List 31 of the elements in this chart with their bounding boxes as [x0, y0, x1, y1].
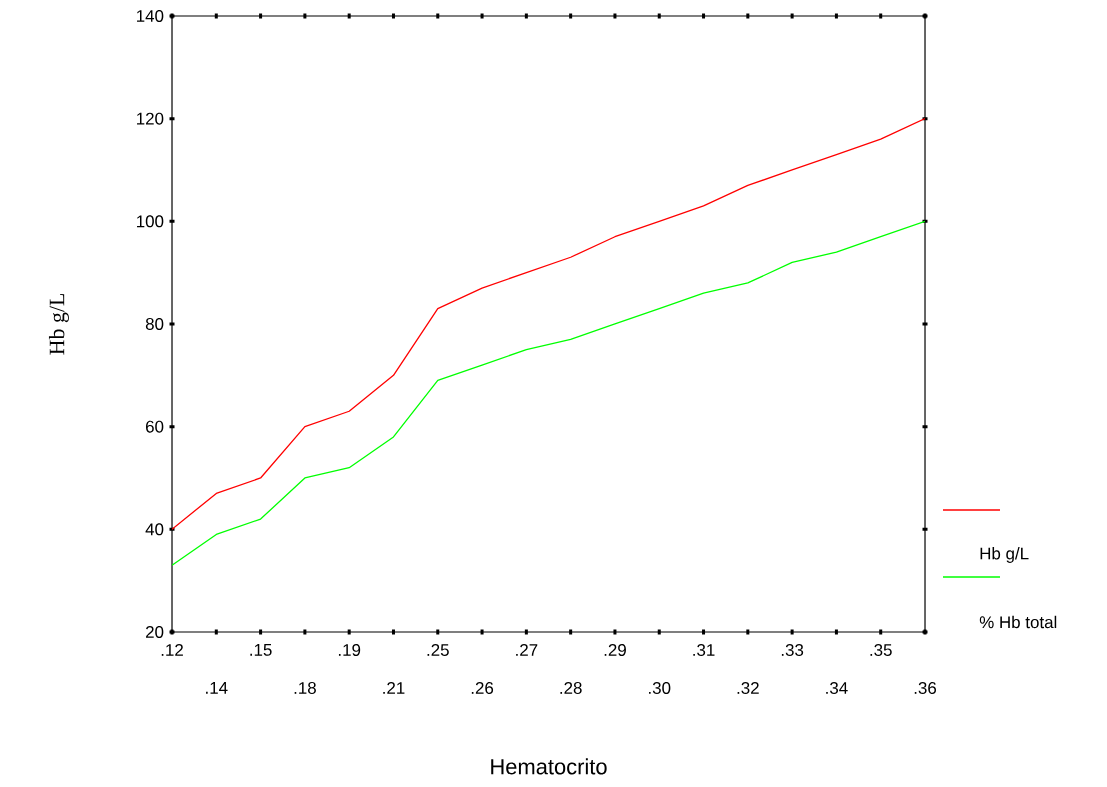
- x-tick-label: .35: [870, 644, 892, 656]
- x-tick-label: .34: [826, 682, 848, 694]
- y-tick-label: 80: [145, 317, 164, 330]
- line-series: [172, 118, 926, 530]
- x-tick-label: .18: [294, 682, 316, 694]
- y-tick-label: 120: [137, 112, 164, 125]
- y-tick-label: 140: [137, 9, 164, 22]
- x-tick-label: .28: [560, 682, 582, 694]
- line-series: [172, 220, 926, 566]
- x-tick-label: .29: [604, 644, 626, 656]
- x-tick-label: .30: [649, 682, 671, 694]
- y-axis-title: Hb g/L: [48, 293, 69, 355]
- x-axis-title: Hematocrito: [491, 758, 607, 775]
- x-tick-label: .32: [737, 682, 759, 694]
- y-tick-label: 60: [146, 420, 164, 433]
- x-tick-label: .14: [206, 682, 228, 694]
- x-tick-label: .33: [781, 644, 804, 656]
- y-tick-label: 100: [137, 215, 164, 228]
- text: Hb g/L: [980, 547, 1029, 563]
- x-tick-label: .36: [914, 682, 937, 694]
- x-tick-label: .12: [161, 644, 183, 656]
- x-tick-label: .27: [516, 644, 538, 656]
- x-tick-label: .25: [427, 644, 449, 656]
- x-tick-label: .21: [383, 682, 405, 694]
- x-tick-label: .26: [471, 682, 494, 694]
- x-tick-label: .31: [693, 644, 715, 656]
- x-tick-label: .15: [250, 644, 272, 656]
- y-tick-label: 20: [146, 625, 164, 638]
- x-tick-label: .19: [338, 644, 361, 656]
- y-tick-label: 40: [145, 523, 164, 536]
- text: % Hb total: [979, 615, 1057, 629]
